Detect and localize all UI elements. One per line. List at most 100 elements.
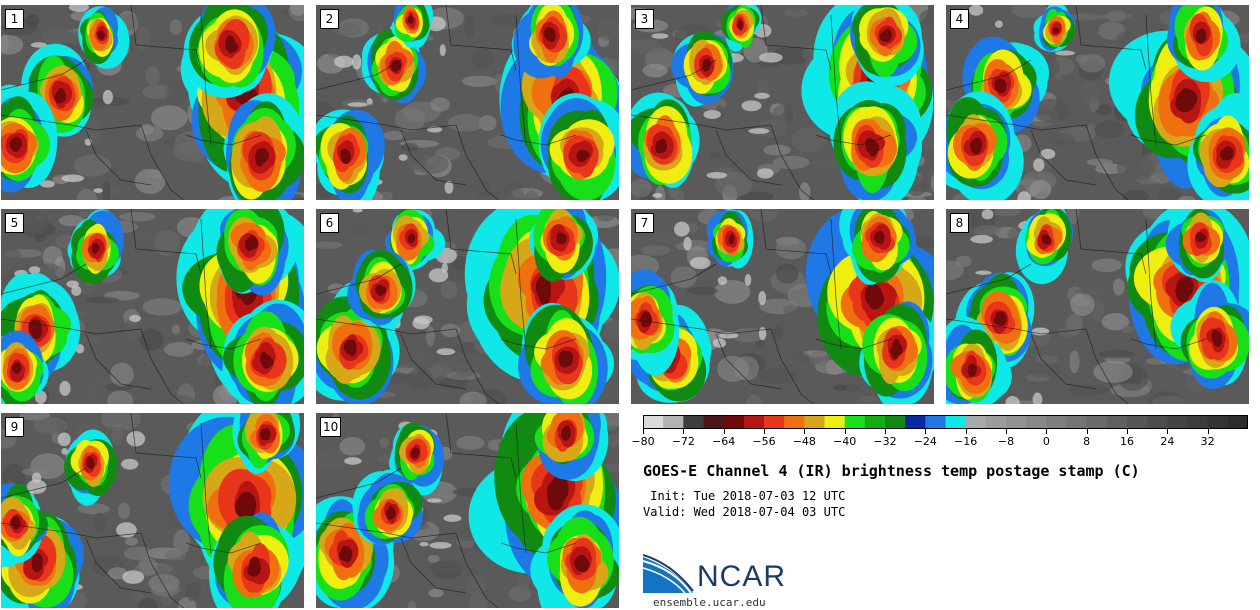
boundary-line <box>1130 338 1207 350</box>
colorbar-tick-label: 16 <box>1120 435 1134 448</box>
thin-cloud <box>1033 158 1045 172</box>
gray-texture <box>88 381 97 401</box>
colorbar-tick-label: −56 <box>752 435 776 448</box>
cloud-top-contour <box>13 366 20 375</box>
thin-cloud <box>102 89 113 105</box>
gray-texture <box>102 180 111 200</box>
gray-texture <box>426 326 435 347</box>
boundary-line <box>185 338 262 350</box>
gray-texture <box>469 592 487 608</box>
colorbar-tick-mark <box>723 429 725 434</box>
gray-texture <box>631 39 662 54</box>
boundary-line <box>830 218 842 350</box>
boundary-line <box>130 5 202 71</box>
thin-cloud <box>334 55 354 68</box>
cloud-top-contour <box>560 429 569 440</box>
gray-texture <box>674 188 685 200</box>
colorbar-border <box>643 415 1248 429</box>
gray-texture <box>1 35 24 55</box>
boundary-line <box>455 532 500 608</box>
gray-texture <box>1091 258 1122 272</box>
boundary-line <box>1130 134 1207 146</box>
gray-texture <box>763 144 791 156</box>
gray-texture <box>1011 5 1048 19</box>
cloud-top-contour <box>56 87 65 102</box>
colorbar-tick-label: 32 <box>1200 435 1215 448</box>
member-label: 3 <box>635 9 654 29</box>
gray-texture <box>1101 313 1130 331</box>
gray-texture <box>466 574 486 596</box>
gray-texture <box>686 286 719 295</box>
gray-texture <box>717 355 750 382</box>
boundary-line <box>770 328 815 404</box>
thin-cloud <box>673 221 690 237</box>
ir-map-9 <box>1 413 304 608</box>
gray-texture <box>1027 363 1063 378</box>
gray-texture <box>85 296 120 304</box>
boundary-line <box>760 5 832 71</box>
thin-cloud <box>968 5 984 16</box>
thin-cloud <box>994 20 1003 28</box>
boundary-line <box>130 413 202 479</box>
gray-texture <box>641 245 671 256</box>
member-panel-1: 1 <box>0 4 305 201</box>
colorbar-bin <box>703 415 725 429</box>
cloud-top-contour <box>88 456 94 467</box>
colorbar-bin <box>1227 415 1248 429</box>
gray-texture <box>164 342 194 357</box>
colorbar-tick-mark <box>643 429 644 434</box>
boundary-line <box>830 14 842 146</box>
cloud-top-contour <box>558 233 567 242</box>
gray-texture <box>77 503 110 515</box>
gray-texture <box>401 142 419 152</box>
ir-map-8 <box>946 209 1249 404</box>
boundary-line <box>1085 328 1130 404</box>
thin-cloud <box>93 188 103 194</box>
thin-cloud <box>758 290 767 306</box>
gray-texture <box>93 512 106 534</box>
gray-texture <box>73 154 112 177</box>
boundary-line <box>316 114 457 131</box>
gray-texture <box>1147 391 1188 404</box>
cloud-top-contour <box>1222 146 1234 161</box>
thin-cloud <box>759 52 783 63</box>
colorbar-tick-mark <box>1127 429 1128 434</box>
thin-cloud <box>981 209 994 220</box>
boundary-line <box>1075 209 1147 275</box>
gray-texture <box>382 130 405 141</box>
boundary-line <box>760 209 832 275</box>
thin-cloud <box>352 209 363 213</box>
gray-texture <box>833 384 848 391</box>
thin-cloud <box>75 344 85 354</box>
thin-cloud <box>121 458 139 470</box>
cloud-top-contour <box>972 140 982 154</box>
boundary-line <box>631 114 772 131</box>
colorbar-tick-label: −72 <box>671 435 695 448</box>
thin-cloud <box>59 380 71 396</box>
member-label: 1 <box>5 9 24 29</box>
boundary-line <box>200 14 212 146</box>
colorbar-bin <box>885 415 906 429</box>
gray-texture <box>784 103 794 126</box>
colorbar-bin <box>925 415 946 429</box>
cloud-top-contour <box>882 30 893 41</box>
gray-texture <box>775 237 807 260</box>
boundary-line <box>1075 5 1147 71</box>
colorbar-tick-label: 8 <box>1083 435 1091 448</box>
thin-cloud <box>441 262 449 273</box>
thin-cloud <box>1040 148 1056 160</box>
gray-texture <box>430 97 450 112</box>
cloud-top-contour <box>874 231 885 243</box>
colorbar-bin <box>683 415 704 429</box>
gray-texture <box>136 25 150 51</box>
gray-texture <box>459 94 479 102</box>
ir-map-3 <box>631 5 934 200</box>
thin-cloud <box>413 315 433 325</box>
boundary-line <box>400 129 467 186</box>
gray-texture <box>286 602 304 608</box>
thin-cloud <box>61 174 85 183</box>
cloud-top-contour <box>392 59 402 69</box>
ncar-logo-icon <box>643 554 694 594</box>
gray-texture <box>405 346 425 366</box>
gray-texture <box>153 230 180 257</box>
